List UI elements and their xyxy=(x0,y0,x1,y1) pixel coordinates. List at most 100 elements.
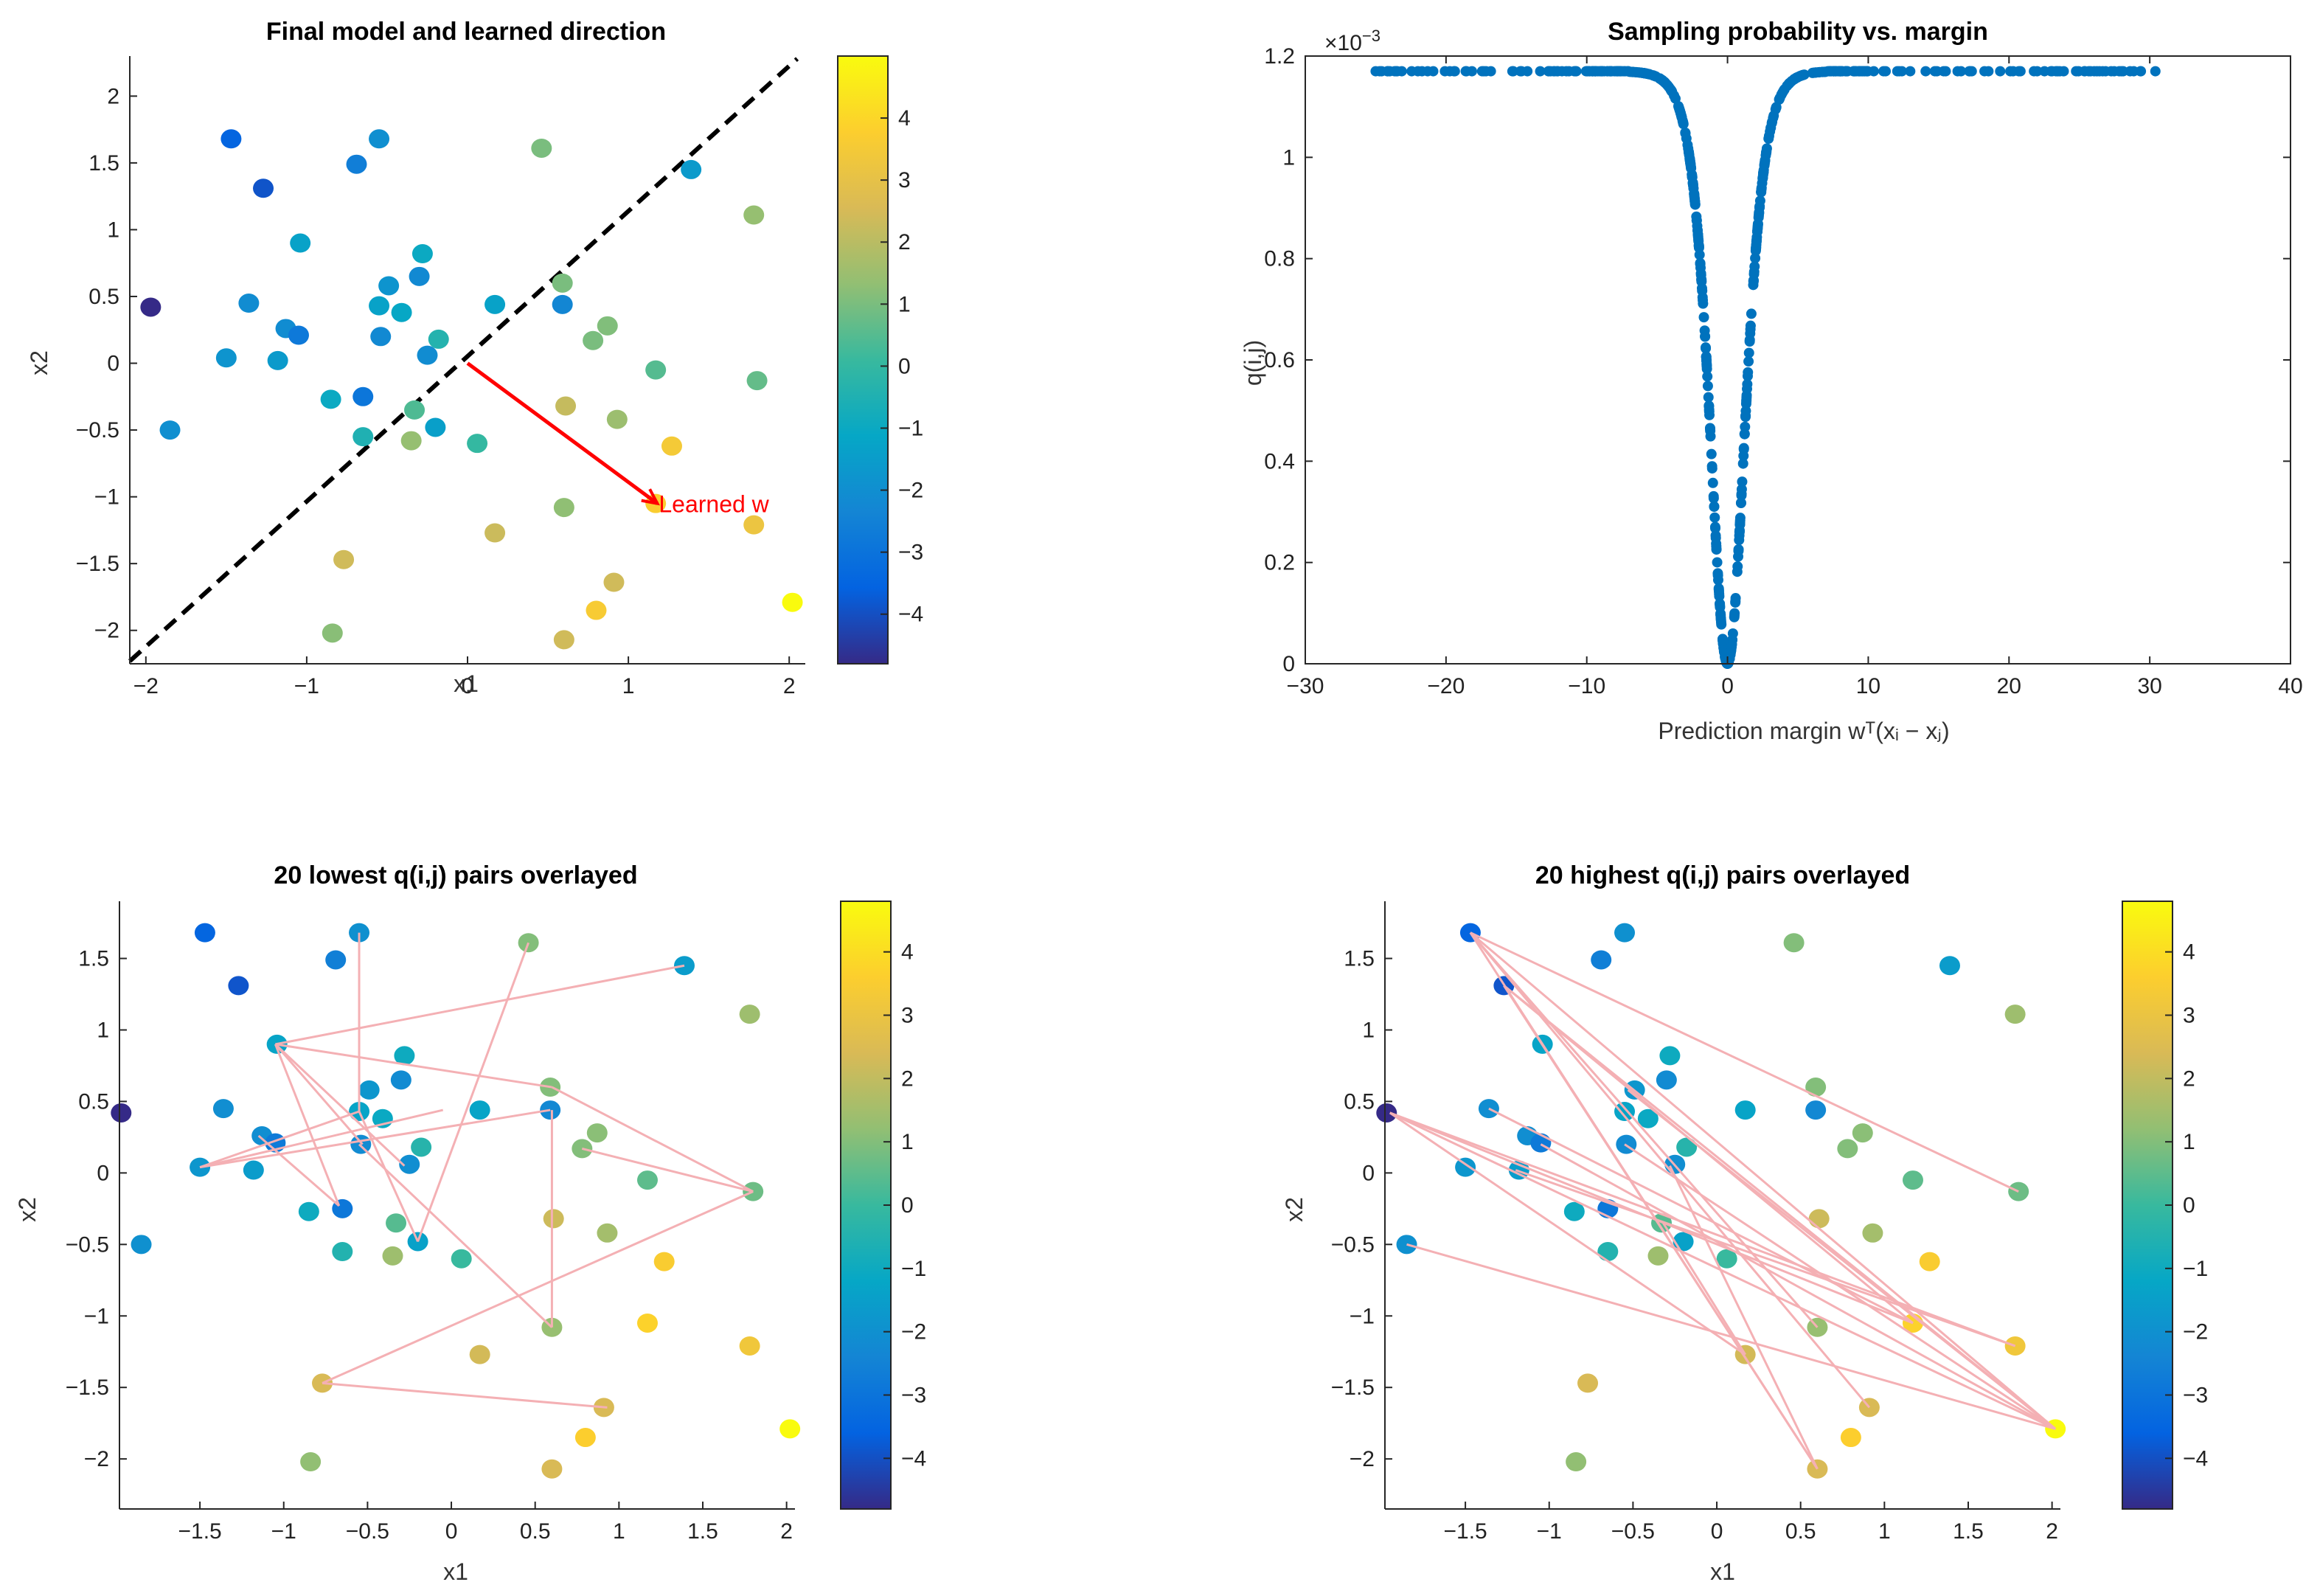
data-point xyxy=(238,294,260,313)
pair-line xyxy=(1503,985,1819,1470)
data-point xyxy=(1704,423,1715,434)
chart-title: Final model and learned direction xyxy=(266,18,666,46)
data-point xyxy=(1563,1201,1585,1221)
y-tick-label: −2 xyxy=(94,619,119,643)
colorbar-tick-label: 1 xyxy=(2183,1130,2195,1154)
data-point xyxy=(1718,638,1729,649)
colorbar-tick-label: 2 xyxy=(2183,1066,2195,1091)
colorbar-tick-label: 3 xyxy=(2183,1004,2195,1028)
data-point xyxy=(1841,66,1852,77)
pair-line xyxy=(1389,1111,2056,1430)
data-point xyxy=(645,360,667,380)
y-tick-label: 0.6 xyxy=(1264,348,1295,372)
y-tick-label: 1 xyxy=(1362,1018,1375,1042)
data-point xyxy=(1740,411,1751,422)
pair-line xyxy=(1662,1222,1746,1356)
data-point xyxy=(1582,66,1593,77)
data-point xyxy=(1507,66,1518,77)
y-tick-label: 0 xyxy=(1282,652,1295,676)
y-tick-label: 0.8 xyxy=(1264,247,1295,271)
data-point xyxy=(1741,392,1752,403)
data-point xyxy=(1697,285,1708,296)
chart-title: Sampling probability vs. margin xyxy=(1608,18,1988,46)
data-point xyxy=(212,1099,234,1119)
x-tick-label: 20 xyxy=(1997,674,2021,698)
data-point xyxy=(1695,268,1706,279)
data-point xyxy=(1817,66,1828,77)
x-tick-label: 1 xyxy=(1878,1519,1891,1544)
data-point xyxy=(399,1154,420,1174)
y-axis-label: x2 xyxy=(14,1197,41,1222)
data-point xyxy=(1370,66,1381,77)
data-point xyxy=(2116,66,2127,77)
pair-line xyxy=(1389,1111,2016,1347)
data-point xyxy=(1698,312,1709,323)
data-point xyxy=(1706,463,1718,474)
data-point xyxy=(1805,1100,1827,1120)
data-point xyxy=(1656,1070,1677,1090)
y-tick-label: 0.4 xyxy=(1264,449,1295,473)
data-point xyxy=(2039,66,2050,77)
x-tick-label: 0.5 xyxy=(520,1519,551,1544)
colorbar: 4 3 2 1 0 −1 −2 −3 −4 xyxy=(837,55,923,665)
data-point xyxy=(1737,476,1748,488)
data-point xyxy=(111,1103,132,1123)
pair-line xyxy=(358,1143,553,1328)
data-point xyxy=(382,1246,403,1266)
x-tick-label: −0.5 xyxy=(1611,1519,1655,1544)
data-point xyxy=(2085,66,2096,77)
colorbar-gradient xyxy=(840,901,892,1510)
data-point xyxy=(352,386,374,406)
data-point xyxy=(1687,178,1698,190)
data-point xyxy=(298,1201,319,1221)
y-tick-label: 1.5 xyxy=(88,151,119,176)
data-point xyxy=(1730,597,1741,608)
data-point xyxy=(1837,1139,1858,1159)
data-point xyxy=(469,1100,490,1120)
data-point xyxy=(553,498,574,518)
data-point xyxy=(1790,73,1801,84)
colorbar-tick-label: 0 xyxy=(2183,1193,2195,1218)
data-point xyxy=(1710,523,1721,534)
data-point xyxy=(1862,66,1873,77)
data-point xyxy=(1952,66,1963,77)
x-tick-label: −1 xyxy=(1537,1519,1562,1544)
data-point xyxy=(1616,66,1628,77)
y-tick-label: 1.5 xyxy=(78,947,109,971)
data-point xyxy=(1738,443,1749,454)
data-point xyxy=(1693,242,1704,253)
data-point xyxy=(1702,381,1713,392)
decision-boundary-line xyxy=(128,57,799,663)
data-point xyxy=(409,266,430,286)
data-point xyxy=(288,325,309,345)
data-point xyxy=(320,389,341,409)
data-point xyxy=(553,630,574,650)
data-point xyxy=(332,1242,353,1262)
y-tick-label: −1 xyxy=(84,1304,109,1328)
data-point xyxy=(1709,512,1720,523)
data-point xyxy=(485,294,506,314)
arrow-head xyxy=(641,488,661,506)
data-point xyxy=(1428,66,1439,77)
colorbar-tick-label: 2 xyxy=(901,1066,914,1091)
data-point xyxy=(369,296,390,316)
data-point xyxy=(2004,1005,2026,1024)
colorbar: 4 3 2 1 0 −1 −2 −3 −4 xyxy=(840,901,926,1510)
data-point xyxy=(636,1170,658,1190)
data-point xyxy=(194,923,215,943)
data-point xyxy=(1703,392,1714,403)
data-point xyxy=(300,1452,322,1472)
data-point xyxy=(1748,280,1759,291)
data-point xyxy=(1647,1246,1669,1266)
data-point xyxy=(358,1080,380,1100)
data-point xyxy=(1412,66,1423,77)
pair-line xyxy=(1469,931,2057,1430)
data-point xyxy=(2005,66,2016,77)
data-point xyxy=(1742,378,1753,389)
data-point xyxy=(1852,1123,1873,1143)
data-point xyxy=(1919,1252,1940,1271)
y-axis-label: x2 xyxy=(1281,1197,1307,1222)
data-point xyxy=(1689,196,1701,207)
data-point xyxy=(1577,1373,1599,1393)
